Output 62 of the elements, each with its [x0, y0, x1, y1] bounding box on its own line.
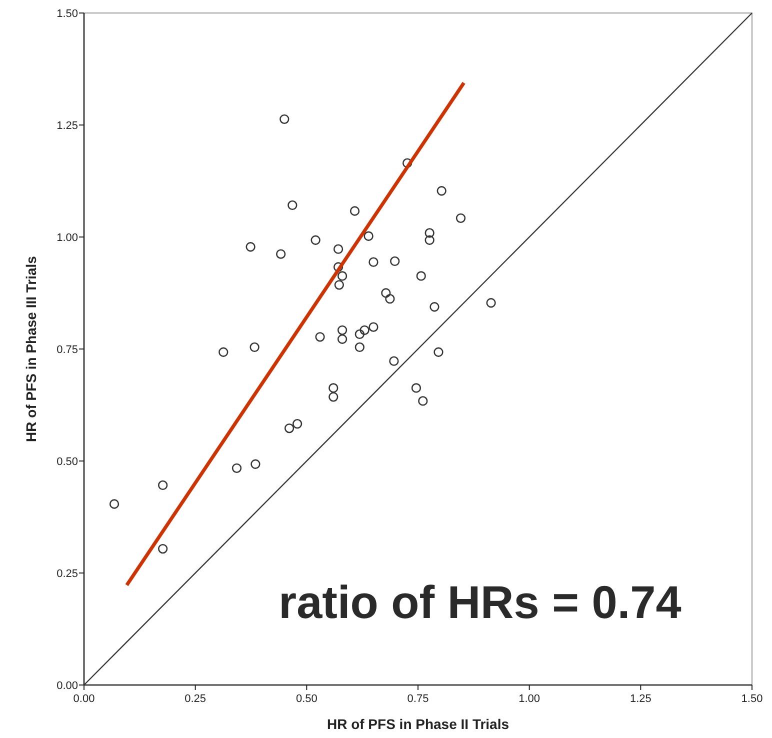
y-tick-label: 1.25 — [56, 120, 78, 132]
point — [424, 228, 434, 238]
point — [334, 280, 344, 290]
point — [402, 158, 412, 168]
point — [430, 302, 440, 312]
y-tick-label: 0.00 — [56, 680, 78, 692]
point — [218, 347, 228, 357]
point — [288, 200, 298, 210]
y-tick-label: 0.75 — [56, 344, 78, 356]
point — [276, 249, 286, 259]
point — [280, 114, 290, 124]
x-tick-label: 0.25 — [184, 693, 206, 705]
point — [436, 186, 446, 196]
point — [354, 342, 364, 352]
point — [411, 383, 422, 393]
y-tick-label: 1.50 — [56, 8, 78, 20]
point — [310, 235, 320, 245]
point — [337, 325, 348, 336]
point — [158, 480, 168, 490]
point — [418, 396, 428, 406]
point — [434, 347, 444, 357]
point — [328, 383, 338, 393]
x-tick-label: 0.75 — [407, 693, 429, 705]
point — [158, 544, 168, 554]
point — [328, 392, 338, 402]
point — [368, 322, 378, 332]
y-tick-label: 0.25 — [56, 568, 78, 580]
x-tick-label: 0.00 — [73, 693, 95, 705]
point — [486, 298, 496, 308]
y-tick-label: 0.50 — [56, 456, 78, 468]
point — [354, 329, 364, 340]
point — [315, 332, 325, 342]
x-axis-title: HR of PFS in Phase II Trials — [326, 716, 510, 732]
point — [385, 294, 395, 304]
point — [337, 271, 348, 281]
point — [456, 213, 466, 224]
point — [381, 288, 391, 298]
y-axis-title: HR of PFS in Phase III Trials — [23, 256, 39, 442]
point — [364, 231, 374, 241]
annotation: ratio of HRs = 0.74 — [278, 576, 682, 628]
point — [424, 235, 434, 245]
point — [333, 244, 344, 254]
point — [292, 418, 302, 429]
point — [109, 499, 120, 509]
point — [284, 423, 294, 434]
point — [333, 262, 344, 272]
point — [368, 257, 378, 267]
point — [416, 271, 426, 281]
point — [337, 334, 348, 344]
point — [246, 242, 256, 252]
point — [232, 463, 242, 473]
point — [250, 342, 260, 352]
point — [390, 256, 400, 266]
point — [350, 206, 360, 216]
point — [360, 325, 370, 336]
point — [389, 356, 399, 366]
point — [250, 459, 260, 469]
x-tick-label: 1.50 — [741, 693, 763, 705]
x-tick-label: 1.25 — [630, 693, 652, 705]
y-tick-label: 1.00 — [56, 232, 78, 244]
x-tick-label: 0.50 — [296, 693, 318, 705]
x-tick-label: 1.00 — [518, 693, 540, 705]
